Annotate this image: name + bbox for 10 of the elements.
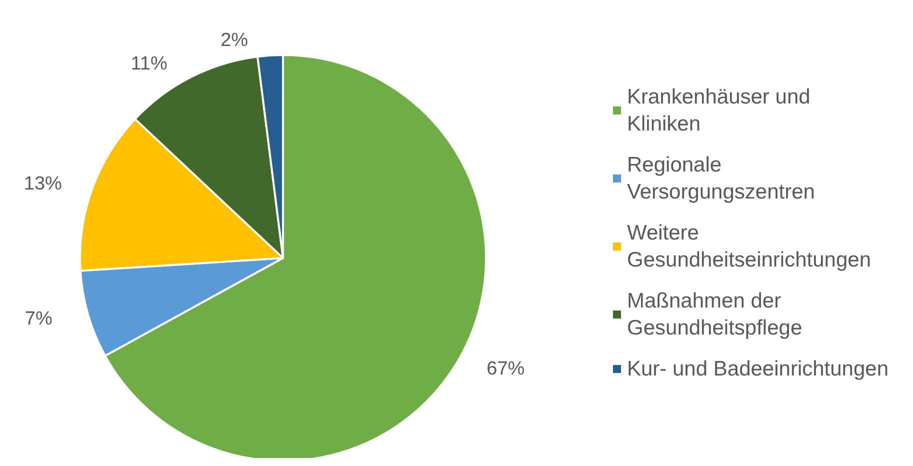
data-label: 67% <box>486 358 525 380</box>
data-label: 7% <box>24 308 52 330</box>
legend-label: Weitere Gesundheitseinrichtungen <box>627 222 872 272</box>
data-label: 11% <box>130 53 168 74</box>
legend-label: Krankenhäuser und Kliniken <box>627 86 816 136</box>
data-label: 2% <box>220 30 248 51</box>
legend-label: Regionale Versorgungszentren <box>627 154 815 204</box>
legend-label: Kur- und Badeeinrichtungen <box>627 358 889 380</box>
legend-label: Maßnahmen der Gesundheitspflege <box>627 290 802 340</box>
data-label: 13% <box>24 174 62 195</box>
